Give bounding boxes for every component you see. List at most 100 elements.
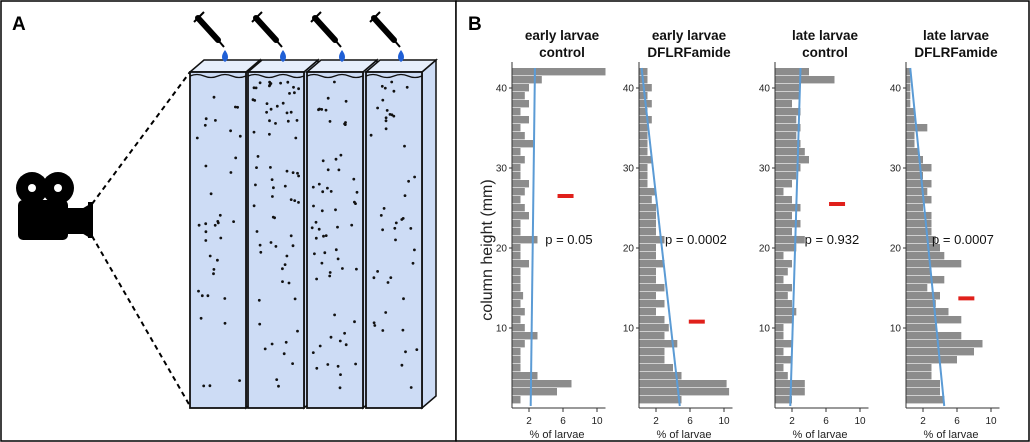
histogram-bar	[639, 204, 656, 212]
larva-dot	[263, 347, 267, 351]
histogram-bar	[906, 268, 932, 276]
larva-dot	[384, 127, 388, 131]
histogram-bar	[906, 236, 936, 244]
histogram-bar	[639, 140, 648, 148]
larva-dot	[256, 155, 260, 158]
larva-dot	[272, 186, 275, 190]
histogram-bar	[639, 380, 727, 388]
histogram-bar	[906, 116, 915, 124]
panel-title: early larvae	[652, 28, 727, 43]
larva-dot	[236, 105, 240, 109]
histogram-bar	[512, 244, 521, 252]
larva-dot	[258, 81, 262, 85]
larva-dot	[313, 252, 316, 256]
dropper-icon	[193, 11, 225, 48]
histogram-bar	[639, 116, 652, 124]
larva-dot	[334, 157, 338, 161]
histogram-bar	[775, 276, 784, 284]
y-tick-label: 40	[623, 84, 635, 95]
larva-dot	[295, 119, 299, 122]
larva-dot	[380, 84, 384, 88]
larva-dot	[341, 267, 344, 270]
larva-dot	[296, 329, 299, 333]
larva-dot	[274, 122, 277, 125]
larva-dot	[354, 362, 357, 366]
y-tick-label: 20	[890, 244, 902, 255]
larva-dot	[413, 175, 416, 179]
larva-dot	[338, 339, 342, 343]
histogram-bar	[639, 260, 665, 268]
larva-dot	[292, 85, 295, 89]
histogram-panel: late larvae DFLRFamide 10 20 30 40 2 6 10 % of la…	[890, 28, 1000, 441]
histogram-bar	[775, 244, 797, 252]
histogram-bar	[906, 260, 962, 268]
larva-dot	[386, 281, 390, 284]
histogram-bar	[639, 364, 673, 372]
larva-dot	[204, 164, 208, 168]
histogram-bar	[906, 204, 923, 212]
larva-dot	[212, 95, 216, 99]
larva-dot	[283, 263, 287, 266]
larva-dot	[324, 108, 328, 112]
larva-dot	[314, 220, 318, 224]
histogram-bar	[775, 236, 805, 244]
larva-dot	[297, 201, 300, 204]
larva-dot	[216, 220, 220, 223]
larva-dot	[293, 91, 296, 95]
histogram-bar	[639, 300, 665, 308]
larva-dot	[229, 171, 233, 174]
larva-dot	[286, 80, 290, 84]
histogram-bar	[639, 340, 678, 348]
larva-dot	[381, 98, 385, 102]
histogram-bar	[906, 156, 923, 164]
larva-dot	[317, 182, 321, 186]
histogram-bar	[512, 268, 521, 276]
panel-title: control	[802, 45, 848, 60]
histogram-bar	[639, 188, 656, 196]
larva-dot	[258, 243, 262, 247]
panel-b-label: B	[468, 14, 482, 35]
histogram-bar	[512, 196, 521, 204]
y-tick-label: 20	[623, 244, 635, 255]
larva-dot	[288, 92, 291, 95]
x-tick-label: 10	[985, 416, 997, 427]
histogram-bar	[775, 188, 784, 196]
histogram-bar	[775, 84, 801, 92]
larva-dot	[297, 87, 300, 91]
histogram-bar	[512, 356, 521, 364]
histogram-bar	[512, 284, 521, 292]
histogram-bar	[512, 300, 521, 308]
x-tick-label: 10	[591, 416, 603, 427]
larva-dot	[372, 321, 376, 325]
larva-dot	[355, 190, 359, 194]
larva-dot	[208, 254, 212, 258]
larva-dot	[293, 199, 297, 203]
trend-line	[640, 67, 681, 407]
histogram-bar	[512, 340, 525, 348]
y-tick-label: 20	[496, 244, 508, 255]
histogram-bar	[775, 204, 801, 212]
histogram-bar	[906, 276, 945, 284]
larva-dot	[355, 267, 358, 271]
histogram-bar	[775, 372, 788, 380]
larva-dot	[405, 85, 409, 89]
larva-dot	[328, 274, 332, 278]
larva-dot	[271, 195, 274, 198]
larva-dot	[212, 272, 215, 276]
larva-dot	[204, 230, 208, 234]
larva-dot	[382, 207, 386, 210]
larva-dot	[203, 123, 207, 127]
larva-dot	[269, 82, 273, 85]
larva-dot	[289, 234, 293, 238]
histogram-bar	[512, 212, 529, 220]
x-tick-label: 6	[560, 416, 566, 427]
larva-dot	[311, 351, 315, 354]
larva-dot	[314, 236, 318, 240]
larva-dot	[269, 107, 273, 111]
larva-dot	[251, 98, 255, 102]
larva-dot	[275, 378, 279, 381]
histogram-bar	[906, 100, 911, 108]
histogram-bar	[639, 348, 665, 356]
larva-dot	[291, 244, 295, 248]
y-tick-label: 40	[759, 84, 771, 95]
